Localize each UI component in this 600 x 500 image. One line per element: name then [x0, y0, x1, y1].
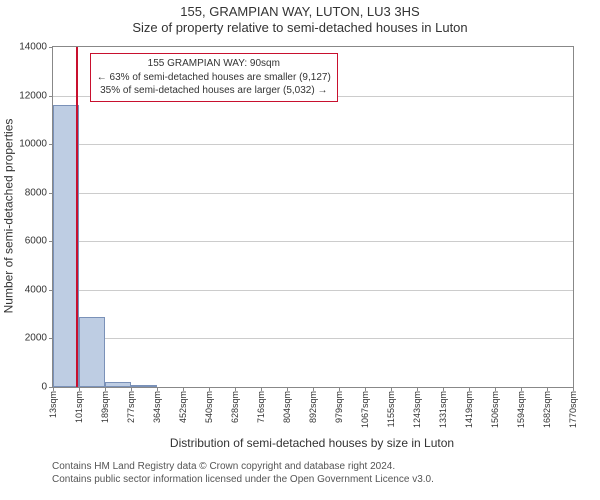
histogram-bar — [131, 385, 157, 387]
y-axis-label: Number of semi-detached properties — [0, 46, 16, 386]
chart-title-address: 155, GRAMPIAN WAY, LUTON, LU3 3HS — [0, 0, 600, 19]
x-tick-label: 979sqm — [334, 391, 344, 423]
x-tick-label: 716sqm — [256, 391, 266, 423]
figure: 155, GRAMPIAN WAY, LUTON, LU3 3HS Size o… — [0, 0, 600, 500]
annotation-line-2: ← 63% of semi-detached houses are smalle… — [97, 71, 331, 85]
x-tick-label: 13sqm — [48, 391, 58, 418]
footer-line-1: Contains HM Land Registry data © Crown c… — [52, 460, 572, 473]
x-tick-label: 1419sqm — [464, 391, 474, 428]
annotation-line-1: 155 GRAMPIAN WAY: 90sqm — [97, 57, 331, 71]
y-tick-label: 2000 — [25, 333, 47, 344]
reference-line — [76, 47, 78, 387]
y-tick-label: 6000 — [25, 236, 47, 247]
annotation-box: 155 GRAMPIAN WAY: 90sqm ← 63% of semi-de… — [90, 53, 338, 102]
x-tick-label: 1682sqm — [542, 391, 552, 428]
chart-subtitle: Size of property relative to semi-detach… — [0, 19, 600, 35]
y-tick-label: 14000 — [19, 42, 47, 53]
gridline — [53, 290, 573, 291]
x-axis-label: Distribution of semi-detached houses by … — [52, 436, 572, 450]
x-tick-label: 540sqm — [204, 391, 214, 423]
gridline — [53, 241, 573, 242]
gridline — [53, 193, 573, 194]
plot-area: 0200040006000800010000120001400013sqm101… — [52, 46, 574, 388]
x-tick-label: 189sqm — [100, 391, 110, 423]
x-tick-label: 277sqm — [126, 391, 136, 423]
histogram-bar — [79, 317, 105, 387]
gridline — [53, 144, 573, 145]
x-tick-label: 452sqm — [178, 391, 188, 423]
y-tick-label: 8000 — [25, 187, 47, 198]
x-tick-label: 1594sqm — [516, 391, 526, 428]
histogram-bar — [105, 382, 131, 387]
x-tick-label: 1506sqm — [490, 391, 500, 428]
x-tick-label: 628sqm — [230, 391, 240, 423]
y-tick — [49, 47, 53, 48]
y-tick-label: 0 — [41, 382, 47, 393]
y-tick-label: 4000 — [25, 284, 47, 295]
footer-line-2: Contains public sector information licen… — [52, 473, 572, 486]
x-tick-label: 804sqm — [282, 391, 292, 423]
footer: Contains HM Land Registry data © Crown c… — [52, 460, 572, 486]
gridline — [53, 338, 573, 339]
y-tick-label: 12000 — [19, 90, 47, 101]
x-tick-label: 1770sqm — [568, 391, 578, 428]
annotation-line-3: 35% of semi-detached houses are larger (… — [97, 84, 331, 98]
x-tick-label: 1243sqm — [412, 391, 422, 428]
x-tick-label: 1155sqm — [386, 391, 396, 427]
x-tick-label: 101sqm — [74, 391, 84, 423]
y-tick — [49, 96, 53, 97]
x-tick-label: 1067sqm — [360, 391, 370, 428]
x-tick-label: 892sqm — [308, 391, 318, 423]
x-tick-label: 1331sqm — [438, 391, 448, 428]
x-tick-label: 364sqm — [152, 391, 162, 423]
y-tick-label: 10000 — [19, 139, 47, 150]
